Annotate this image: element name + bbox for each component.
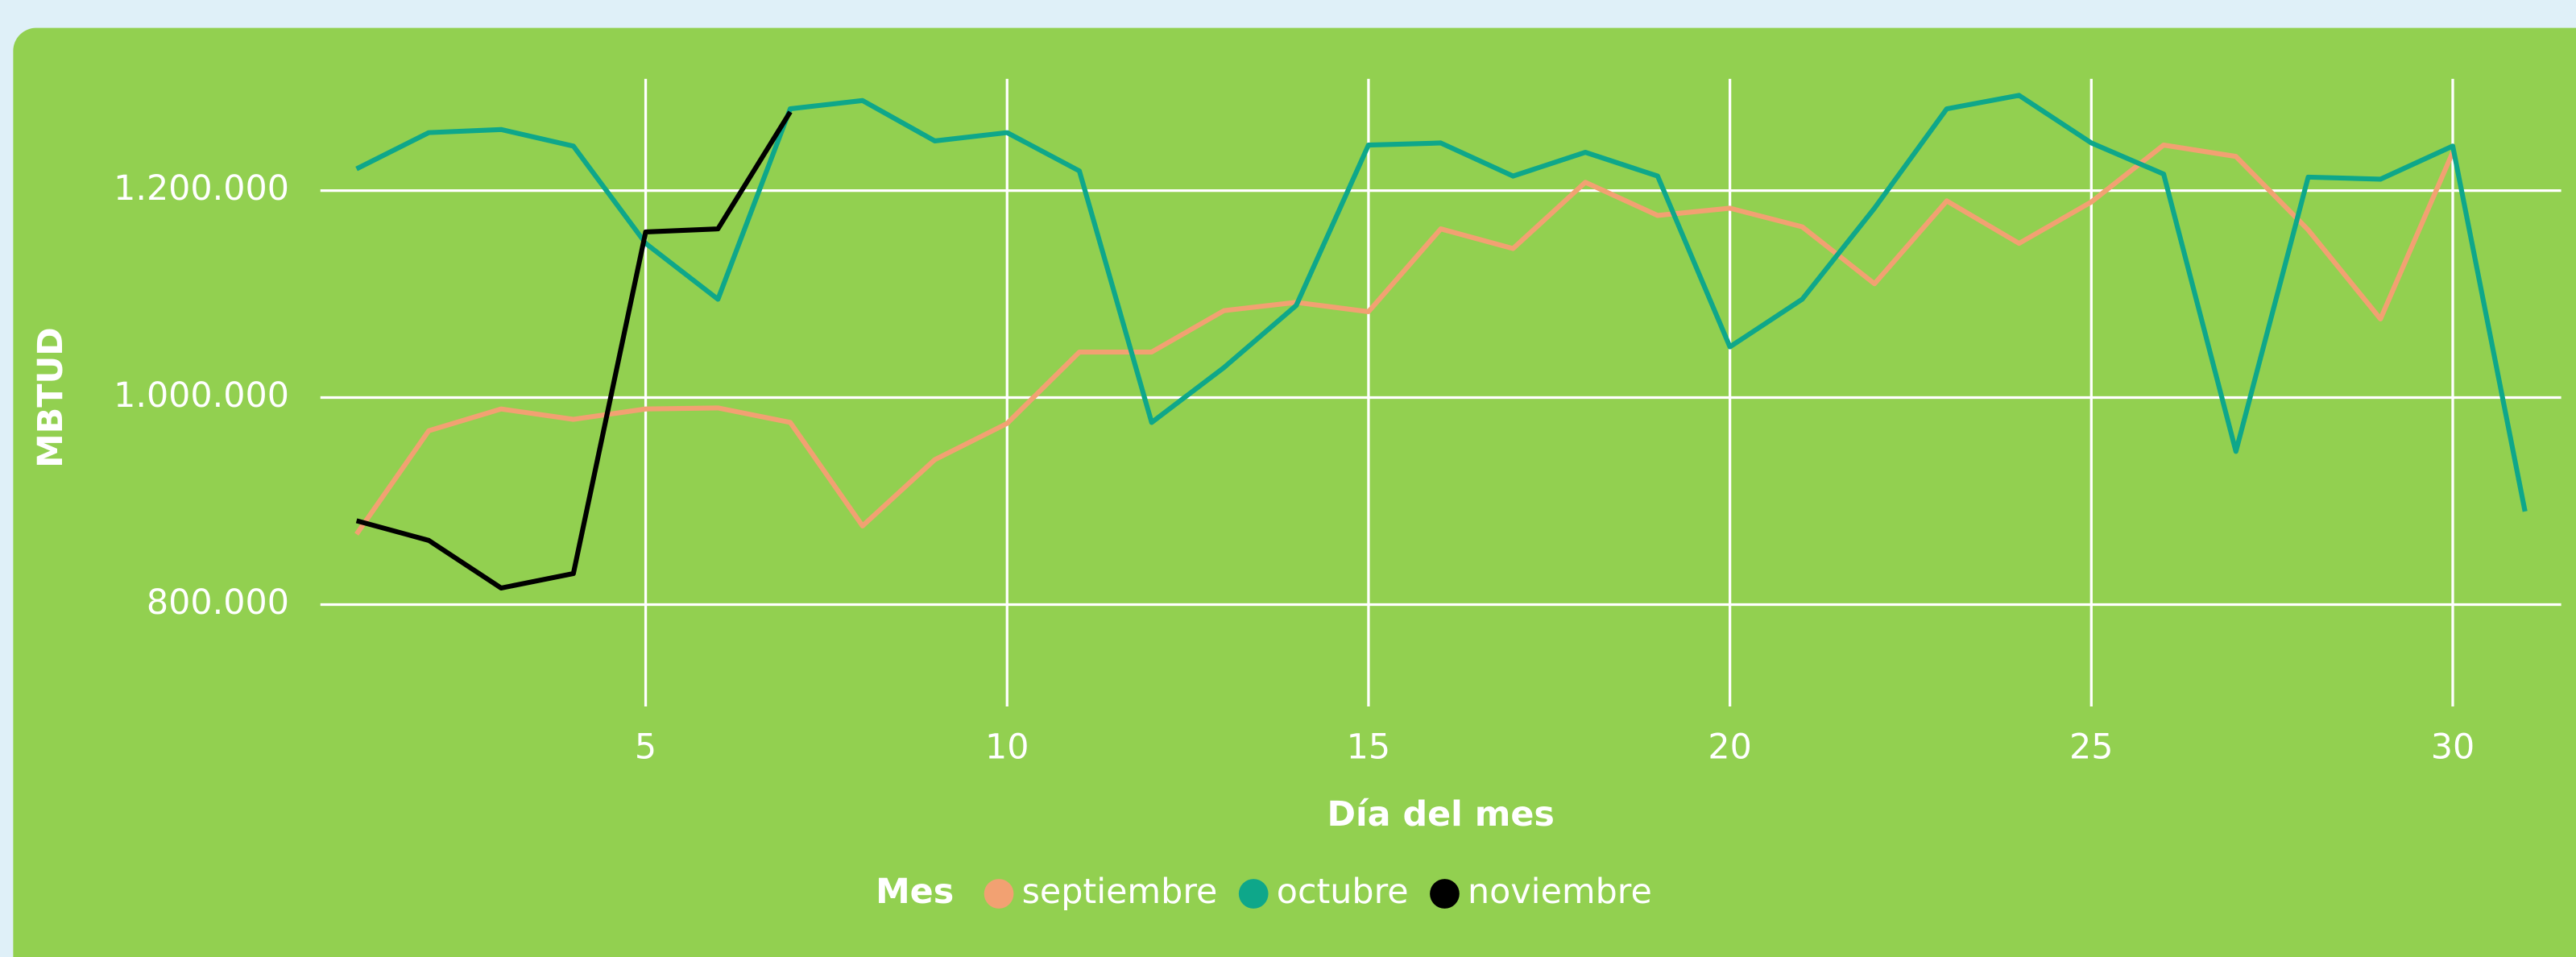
card (13, 27, 2576, 957)
x-tick-label: 25 (2069, 727, 2113, 768)
x-tick-label: 30 (2431, 727, 2475, 768)
series-line (354, 142, 2455, 536)
x-tick-label: 20 (1708, 727, 1751, 768)
legend-label: septiembre (1022, 872, 1218, 912)
x-tick-label: 5 (635, 727, 656, 768)
x-axis-title: Día del mes (1327, 794, 1554, 835)
series-line (355, 93, 2528, 512)
legend-marker (1430, 879, 1460, 909)
series-line (355, 110, 793, 591)
x-tick-label: 15 (1347, 727, 1390, 768)
legend-title: Mes (876, 872, 954, 912)
y-axis-title: MBTUD (31, 327, 71, 468)
y-tick-label: 1.200.000 (114, 168, 289, 209)
legend-marker (984, 879, 1014, 909)
legend-marker (1238, 879, 1269, 909)
y-tick-label: 800.000 (147, 582, 289, 623)
legend-label: octubre (1277, 872, 1409, 912)
legend-label: noviembre (1468, 872, 1652, 912)
y-tick-label: 1.000.000 (114, 375, 289, 416)
x-tick-label: 10 (985, 727, 1029, 768)
